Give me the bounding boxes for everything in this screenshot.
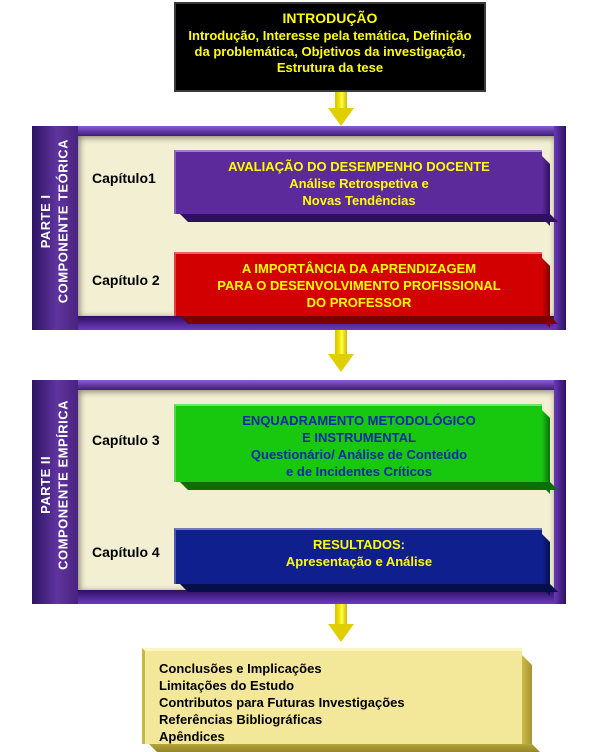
chapter-3-box: ENQUADRAMENTO METODOLÓGICOE INSTRUMENTAL… <box>174 404 542 482</box>
box-line: Análise Retrospetiva e <box>184 176 534 193</box>
box-line: Questionário/ Análise de Conteúdo <box>184 447 534 464</box>
chapter-3-label: Capítulo 3 <box>92 432 160 448</box>
box-title: RESULTADOS: <box>184 537 534 554</box>
conclusion-line: Conclusões e Implicações <box>159 661 508 678</box>
chapter-1-box: AVALIAÇÃO DO DESEMPENHO DOCENTEAnálise R… <box>174 150 542 214</box>
chapter-1-label: Capítulo1 <box>92 170 156 186</box>
box-line: E INSTRUMENTAL <box>184 430 534 447</box>
conclusion-line: Contributos para Futuras Investigações <box>159 695 508 712</box>
parte-1-side-label: PARTE ICOMPONENTE TEÓRICA <box>32 126 78 316</box>
chapter-4-label: Capítulo 4 <box>92 544 160 560</box>
box-line: Novas Tendências <box>184 193 534 210</box>
box-line: PARA O DESENVOLVIMENTO PROFISSIONAL <box>184 278 534 295</box>
intro-box: INTRODUÇÃO Introdução, Interesse pela te… <box>174 2 486 92</box>
box-title: ENQUADRAMENTO METODOLÓGICO <box>184 413 534 430</box>
conclusion-line: Limitações do Estudo <box>159 678 508 695</box>
chapter-2-box: A IMPORTÂNCIA DA APRENDIZAGEMPARA O DESE… <box>174 252 542 316</box>
box-line: DO PROFESSOR <box>184 295 534 312</box>
conclusions-lines: Conclusões e ImplicaçõesLimitações do Es… <box>159 661 508 745</box>
intro-title: INTRODUÇÃO <box>184 10 476 28</box>
box-title: A IMPORTÂNCIA DA APRENDIZAGEM <box>184 261 534 278</box>
conclusion-line: Apêndices <box>159 729 508 746</box>
box-line: Apresentação e Análise <box>184 554 534 571</box>
conclusions-box: Conclusões e ImplicaçõesLimitações do Es… <box>142 648 522 744</box>
parte-2-side-label: PARTE IICOMPONENTE EMPÍRICA <box>32 380 78 590</box>
diagram-canvas: INTRODUÇÃO Introdução, Interesse pela te… <box>0 0 598 752</box>
chapter-2-label: Capítulo 2 <box>92 272 160 288</box>
box-title: AVALIAÇÃO DO DESEMPENHO DOCENTE <box>184 159 534 176</box>
box-line: e de Incidentes Críticos <box>184 464 534 481</box>
chapter-4-box: RESULTADOS:Apresentação e Análise <box>174 528 542 584</box>
intro-body: Introdução, Interesse pela temática, Def… <box>184 28 476 77</box>
conclusion-line: Referências Bibliográficas <box>159 712 508 729</box>
